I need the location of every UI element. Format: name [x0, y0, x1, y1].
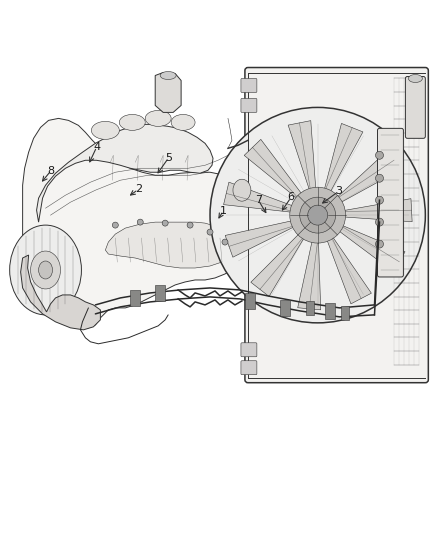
Circle shape	[375, 174, 384, 182]
Circle shape	[222, 239, 228, 245]
Polygon shape	[334, 223, 405, 272]
Circle shape	[187, 222, 193, 228]
Text: 2: 2	[134, 184, 142, 195]
Text: 6: 6	[287, 192, 294, 203]
Circle shape	[290, 187, 346, 243]
Polygon shape	[106, 222, 230, 268]
FancyBboxPatch shape	[241, 343, 257, 357]
FancyBboxPatch shape	[406, 77, 425, 139]
Circle shape	[375, 218, 384, 226]
Circle shape	[300, 197, 336, 233]
Circle shape	[375, 196, 384, 204]
FancyBboxPatch shape	[241, 78, 257, 92]
Circle shape	[210, 108, 425, 323]
Ellipse shape	[233, 179, 251, 201]
Circle shape	[162, 220, 168, 226]
Polygon shape	[244, 139, 306, 203]
Polygon shape	[251, 229, 307, 296]
Ellipse shape	[92, 122, 119, 139]
FancyBboxPatch shape	[245, 68, 428, 383]
Polygon shape	[325, 231, 371, 304]
Text: 7: 7	[255, 195, 262, 205]
Circle shape	[375, 240, 384, 248]
Bar	[325, 303, 335, 319]
Polygon shape	[288, 120, 316, 196]
Polygon shape	[37, 124, 213, 222]
Circle shape	[375, 151, 384, 159]
Circle shape	[207, 229, 213, 235]
Text: 8: 8	[47, 166, 54, 176]
Ellipse shape	[160, 71, 176, 79]
Polygon shape	[298, 235, 321, 310]
Text: 3: 3	[336, 186, 343, 196]
Ellipse shape	[408, 75, 422, 83]
Polygon shape	[323, 124, 363, 198]
Circle shape	[112, 222, 118, 228]
Bar	[280, 300, 290, 316]
FancyBboxPatch shape	[378, 128, 403, 277]
Ellipse shape	[31, 251, 60, 289]
Ellipse shape	[10, 225, 81, 315]
Circle shape	[137, 219, 143, 225]
Ellipse shape	[171, 115, 195, 131]
Bar	[306, 301, 314, 315]
Polygon shape	[337, 199, 412, 222]
Text: 1: 1	[220, 206, 227, 216]
Ellipse shape	[145, 110, 171, 126]
FancyBboxPatch shape	[241, 99, 257, 112]
Bar	[341, 306, 349, 320]
Bar	[245, 293, 255, 309]
Ellipse shape	[119, 115, 145, 131]
Text: 4: 4	[93, 142, 100, 152]
Polygon shape	[225, 220, 300, 257]
Polygon shape	[21, 255, 100, 330]
Bar	[155, 285, 165, 301]
Polygon shape	[21, 118, 263, 328]
Polygon shape	[155, 72, 181, 112]
Polygon shape	[332, 151, 401, 206]
Polygon shape	[223, 182, 299, 213]
Ellipse shape	[39, 261, 53, 279]
Circle shape	[308, 205, 328, 225]
FancyBboxPatch shape	[241, 361, 257, 375]
Text: 5: 5	[165, 152, 172, 163]
Bar	[130, 290, 140, 306]
